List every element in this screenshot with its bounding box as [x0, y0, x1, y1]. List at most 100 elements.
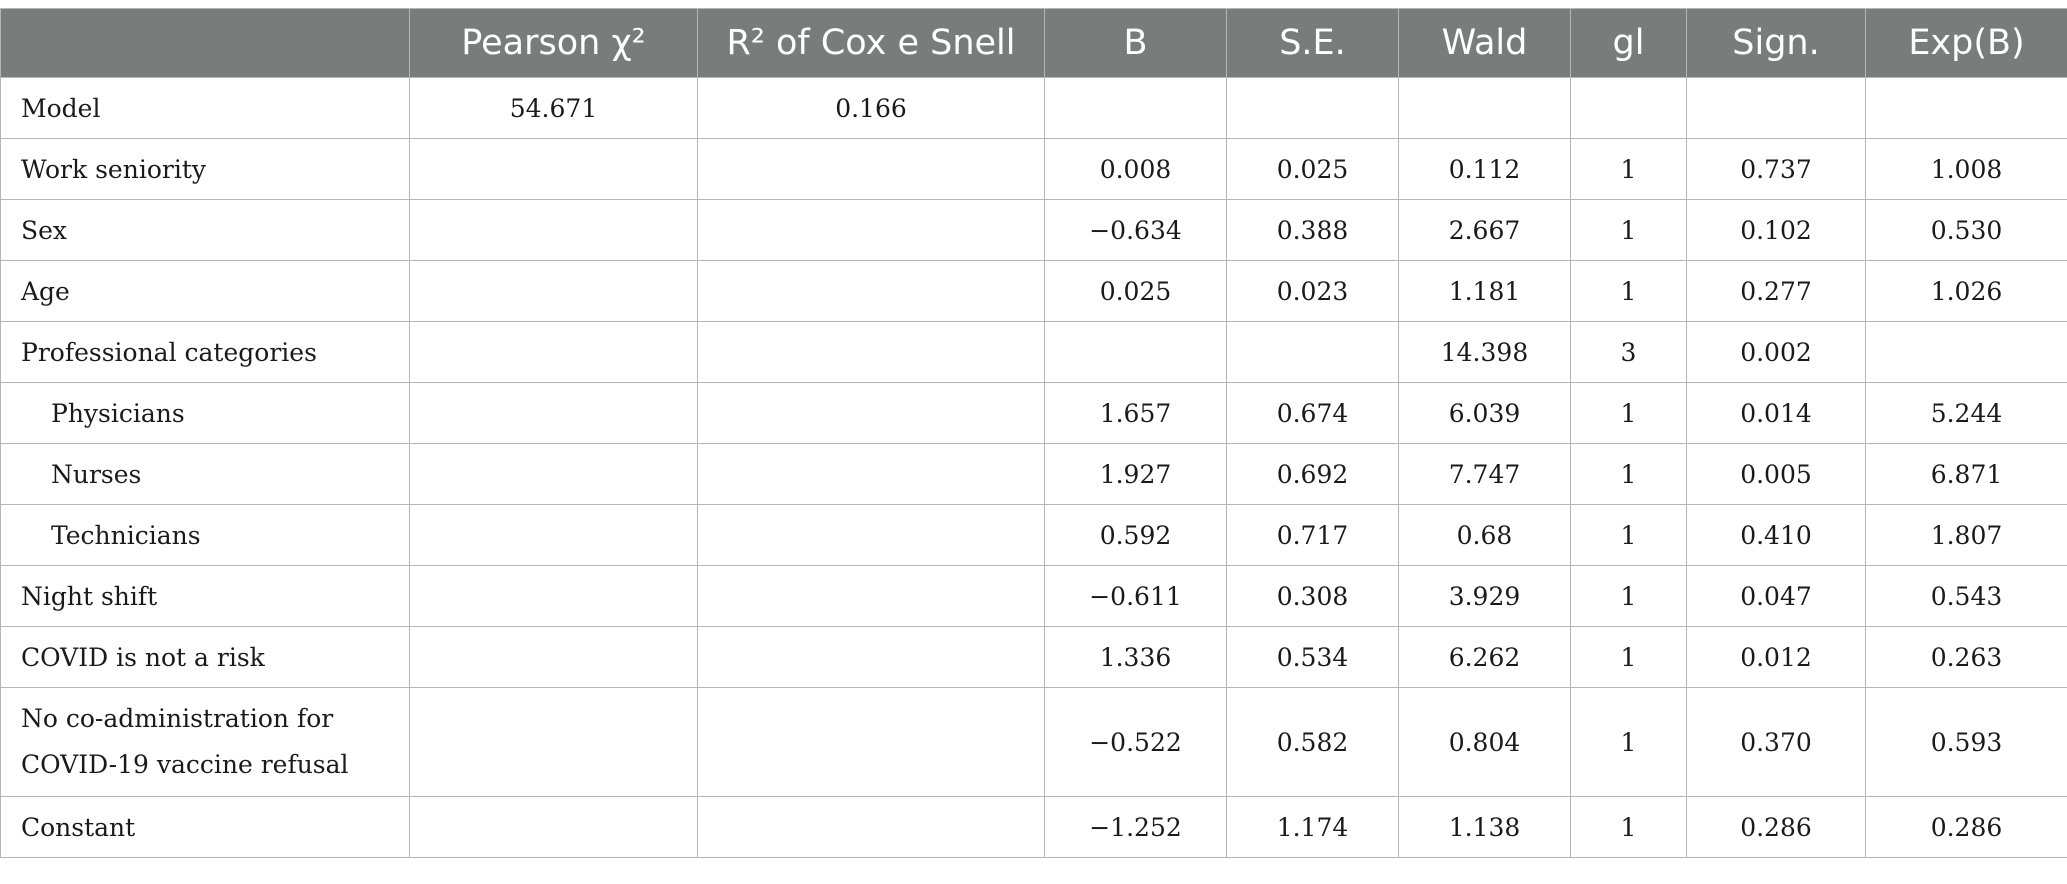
table-cell: 0.025	[1226, 138, 1399, 200]
table-cell	[1398, 77, 1571, 139]
row-label: Technicians	[0, 504, 410, 566]
table-cell: 1.927	[1044, 443, 1227, 505]
table-cell: 0.582	[1226, 687, 1399, 797]
table-cell: 0.534	[1226, 626, 1399, 688]
table-cell: 1	[1570, 687, 1687, 797]
table-row: Model 54.671 0.166	[0, 77, 2067, 139]
row-label: Night shift	[0, 565, 410, 627]
table-cell	[409, 443, 698, 505]
table-cell	[697, 382, 1045, 444]
table-cell: 0.002	[1686, 321, 1866, 383]
header-wald: Wald	[1398, 8, 1571, 78]
table-cell: 3.929	[1398, 565, 1571, 627]
table-cell: 0.593	[1865, 687, 2067, 797]
table-cell	[409, 260, 698, 322]
table-cell: 0.008	[1044, 138, 1227, 200]
table-cell	[697, 504, 1045, 566]
table-cell	[1865, 321, 2067, 383]
table-cell	[697, 199, 1045, 261]
table-cell: 1	[1570, 504, 1687, 566]
table-cell: 0.530	[1865, 199, 2067, 261]
table-cell	[409, 626, 698, 688]
table-cell: 1	[1570, 260, 1687, 322]
table-cell	[697, 687, 1045, 797]
table-cell: 6.039	[1398, 382, 1571, 444]
table-cell: 0.308	[1226, 565, 1399, 627]
row-label: No co-administration for COVID-19 vaccine…	[0, 687, 410, 797]
table-cell: 0.717	[1226, 504, 1399, 566]
row-label: Work seniority	[0, 138, 410, 200]
header-expb: Exp(B)	[1865, 8, 2067, 78]
table-cell: 1	[1570, 382, 1687, 444]
table-cell: 0.166	[697, 77, 1045, 139]
table-cell: 54.671	[409, 77, 698, 139]
table-cell	[409, 504, 698, 566]
table-cell: 5.244	[1865, 382, 2067, 444]
table-cell	[1044, 77, 1227, 139]
table-cell	[1570, 77, 1687, 139]
row-label-line: COVID-19 vaccine refusal	[21, 750, 349, 779]
row-label: COVID is not a risk	[0, 626, 410, 688]
row-label: Age	[0, 260, 410, 322]
header-r2-cox-snell: R² of Cox e Snell	[697, 8, 1045, 78]
table-cell: 1.181	[1398, 260, 1571, 322]
table-cell	[697, 260, 1045, 322]
table-row: Age 0.025 0.023 1.181 1 0.277 1.026	[0, 260, 2067, 322]
table-cell: 1.026	[1865, 260, 2067, 322]
table-cell: 0.804	[1398, 687, 1571, 797]
table-row: Nurses 1.927 0.692 7.747 1 0.005 6.871	[0, 443, 2067, 505]
table-cell	[697, 796, 1045, 858]
table-cell: 1.336	[1044, 626, 1227, 688]
table-row: Work seniority 0.008 0.025 0.112 1 0.737 1.008	[0, 138, 2067, 200]
row-label: Physicians	[0, 382, 410, 444]
table-cell	[697, 443, 1045, 505]
table-cell	[409, 138, 698, 200]
table-row: Constant −1.252 1.174 1.138 1 0.286 0.286	[0, 796, 2067, 858]
table-cell: 1.138	[1398, 796, 1571, 858]
table-cell: 0.737	[1686, 138, 1866, 200]
table-cell: 1	[1570, 565, 1687, 627]
table-cell: 1.807	[1865, 504, 2067, 566]
table-cell: 1	[1570, 138, 1687, 200]
table-row: COVID is not a risk 1.336 0.534 6.262 1 0.012…	[0, 626, 2067, 688]
table-body: Model 54.671 0.166 Work seniority 0.008 0.025…	[0, 77, 2067, 858]
table-cell	[697, 565, 1045, 627]
table-row: Sex −0.634 0.388 2.667 1 0.102 0.530	[0, 199, 2067, 261]
table-cell	[409, 687, 698, 797]
table-cell: −1.252	[1044, 796, 1227, 858]
table-row: Professional categories 14.398 3 0.002	[0, 321, 2067, 383]
table-cell	[697, 321, 1045, 383]
header-sign: Sign.	[1686, 8, 1866, 78]
table-cell: −0.634	[1044, 199, 1227, 261]
row-label-line: No co-administration for	[21, 704, 334, 733]
table-cell	[1044, 321, 1227, 383]
table-cell: 0.692	[1226, 443, 1399, 505]
table-cell: 0.012	[1686, 626, 1866, 688]
table-row: Technicians 0.592 0.717 0.68 1 0.410 1.807	[0, 504, 2067, 566]
row-label: Model	[0, 77, 410, 139]
table-cell: 0.014	[1686, 382, 1866, 444]
table-cell: 1	[1570, 626, 1687, 688]
table-cell: 0.112	[1398, 138, 1571, 200]
table-cell: 0.277	[1686, 260, 1866, 322]
table-cell: 6.871	[1865, 443, 2067, 505]
table-cell: 0.102	[1686, 199, 1866, 261]
table-cell	[1865, 77, 2067, 139]
table-cell: 0.286	[1686, 796, 1866, 858]
table-cell: 1.174	[1226, 796, 1399, 858]
table-cell: 0.410	[1686, 504, 1866, 566]
row-label: Nurses	[0, 443, 410, 505]
header-b: B	[1044, 8, 1227, 78]
table-cell: 0.68	[1398, 504, 1571, 566]
table-cell: 3	[1570, 321, 1687, 383]
table-row: Night shift −0.611 0.308 3.929 1 0.047 0.543	[0, 565, 2067, 627]
header-se: S.E.	[1226, 8, 1399, 78]
table-cell: 0.263	[1865, 626, 2067, 688]
table-cell: 0.388	[1226, 199, 1399, 261]
header-pearson-chi2: Pearson χ²	[409, 8, 698, 78]
row-label: Professional categories	[0, 321, 410, 383]
table-cell: 7.747	[1398, 443, 1571, 505]
table-cell: 6.262	[1398, 626, 1571, 688]
table-cell: 0.025	[1044, 260, 1227, 322]
table-cell	[1686, 77, 1866, 139]
